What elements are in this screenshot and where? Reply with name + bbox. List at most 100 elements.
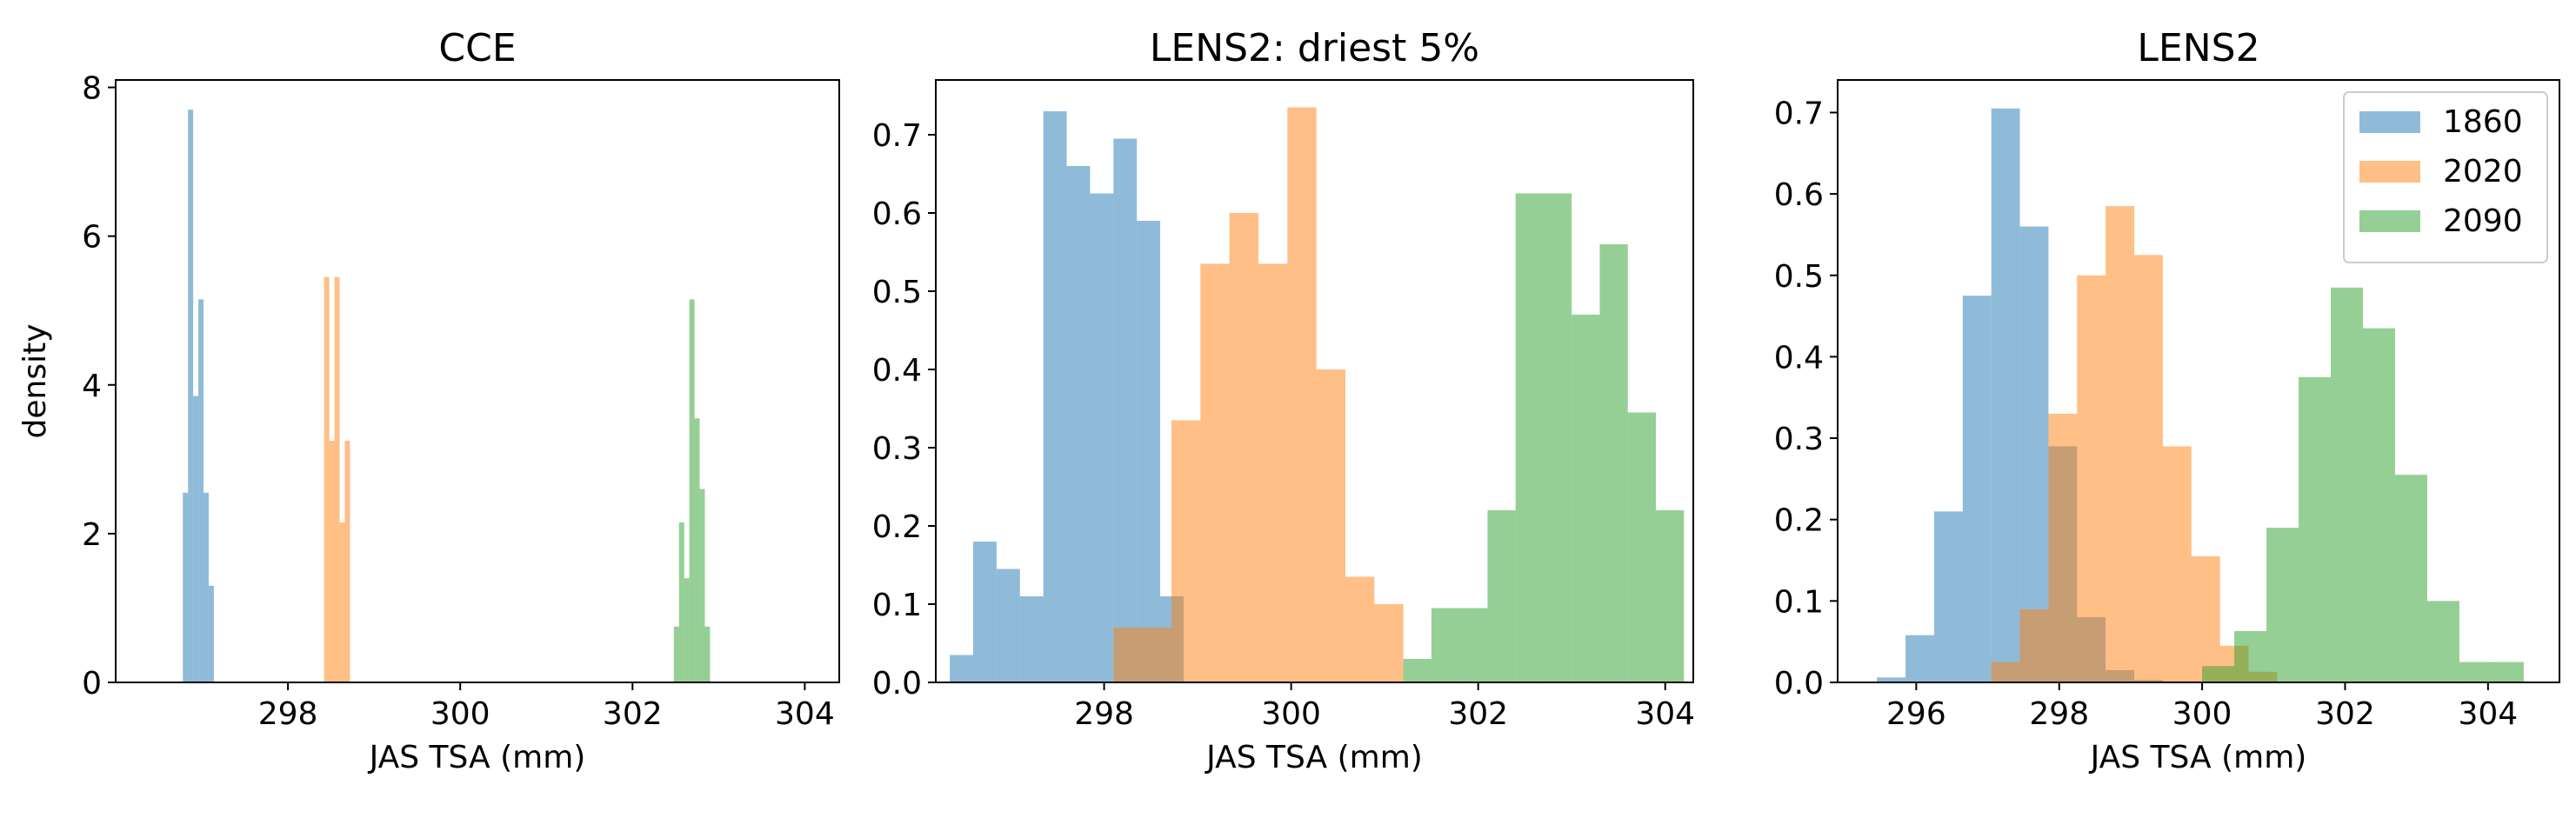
histogram-bar <box>1572 315 1600 682</box>
histogram-bar <box>973 542 997 682</box>
x-tick-label: 302 <box>1448 696 1508 732</box>
series-2 <box>1403 193 1685 682</box>
panel-lens2-driest: 298 300 302 304 0.0 0.1 0.2 0.3 0.4 0.5 0.6 0.7 LE… <box>872 26 1695 775</box>
legend-label-2090: 2090 <box>2443 203 2523 239</box>
histogram-bar <box>1877 677 1906 682</box>
histogram-bar <box>1171 420 1201 682</box>
y-tick-label: 0.5 <box>872 275 922 310</box>
histogram-bar <box>2266 528 2299 682</box>
histogram-bar <box>684 578 690 682</box>
histogram-bar <box>1137 221 1161 682</box>
y-tick-label: 0.7 <box>1774 96 1824 131</box>
histogram-bar <box>2077 275 2106 682</box>
histogram-bar <box>689 299 695 682</box>
y-tick-label: 0 <box>82 666 102 702</box>
legend: 1860 2020 2090 <box>2343 91 2548 263</box>
histogram-bar <box>329 440 335 682</box>
series-1 <box>1113 107 1404 682</box>
histogram-bar <box>2299 376 2332 682</box>
histogram-bar <box>183 492 189 682</box>
histogram-bar <box>1905 635 1934 682</box>
y-tick-label: 6 <box>82 220 102 256</box>
bars <box>950 107 1685 682</box>
histogram-bar <box>1374 604 1404 682</box>
histogram-bar <box>339 522 345 682</box>
y-tick-label: 0.1 <box>872 588 922 623</box>
histogram-bar <box>1066 166 1091 682</box>
series-2 <box>673 299 711 682</box>
series-2020 <box>1991 206 2278 683</box>
histogram-bar <box>1655 510 1685 682</box>
legend-swatch-2020 <box>2359 161 2420 183</box>
histogram-bar <box>1599 244 1628 682</box>
y-tick-label: 0.4 <box>872 353 922 389</box>
histogram-bar <box>208 585 214 682</box>
series-1 <box>324 276 350 682</box>
y-ticks: 0.0 0.1 0.2 0.3 0.4 0.5 0.6 0.7 <box>872 118 936 702</box>
histogram-bar <box>1316 369 1345 682</box>
histogram-bar <box>2106 206 2135 683</box>
legend-swatch-1860 <box>2359 111 2420 133</box>
y-tick-label: 0.4 <box>1774 340 1824 376</box>
y-tick-label: 0.6 <box>872 196 922 232</box>
panel-title: CCE <box>438 26 516 70</box>
x-tick-label: 304 <box>1635 696 1695 732</box>
histogram-bar <box>673 626 679 682</box>
histogram-bar <box>1113 138 1138 682</box>
legend-swatch-2090 <box>2359 210 2420 232</box>
histogram-bar <box>193 396 199 682</box>
histogram-bar <box>198 299 204 682</box>
series-0 <box>950 111 1184 682</box>
histogram-bar <box>1113 628 1143 682</box>
histogram-bar <box>2162 446 2192 682</box>
panel-cce: 298 300 302 304 0 2 4 6 8 CCE JAS TSA (mm) dens… <box>17 26 840 775</box>
histogram-bar <box>1991 662 2020 682</box>
histogram-bar <box>1043 111 1067 682</box>
histogram-bar <box>204 492 209 682</box>
y-tick-label: 0.0 <box>1774 666 1824 702</box>
x-ticks: 296 298 300 302 304 <box>1886 682 2518 732</box>
histogram-bar <box>188 110 194 682</box>
y-axis-label: density <box>17 324 53 439</box>
histogram-bar <box>1459 608 1488 682</box>
y-tick-label: 0.0 <box>872 666 922 702</box>
y-tick-label: 2 <box>82 517 102 553</box>
x-ticks: 298 300 302 304 <box>1074 682 1695 732</box>
histogram-bar <box>678 522 684 682</box>
histogram-bar <box>1142 628 1171 682</box>
histogram-bar <box>2048 413 2078 682</box>
axes-frame <box>935 79 1694 683</box>
histogram-bar <box>1487 510 1516 682</box>
x-tick-label: 298 <box>258 696 318 732</box>
histogram-bar <box>950 655 974 682</box>
x-tick-label: 300 <box>2172 696 2232 732</box>
y-tick-label: 8 <box>82 71 102 107</box>
panel-title: LENS2: driest 5% <box>1150 26 1479 70</box>
y-tick-label: 0.6 <box>1774 177 1824 213</box>
y-ticks: 0 2 4 6 8 <box>82 71 116 702</box>
x-tick-label: 298 <box>2029 696 2089 732</box>
histogram-bar <box>1627 412 1656 682</box>
y-tick-label: 0.3 <box>1774 422 1824 457</box>
histogram-bar <box>1543 193 1572 682</box>
axes-frame <box>1837 79 2560 683</box>
histogram-bar <box>996 569 1020 682</box>
histogram-bar <box>1403 659 1431 682</box>
legend-label-2020: 2020 <box>2443 154 2523 190</box>
x-ticks: 298 300 302 304 <box>258 682 835 732</box>
histogram-bar <box>1515 193 1544 682</box>
x-tick-label: 296 <box>1886 696 1946 732</box>
histogram-bar <box>2019 226 2049 682</box>
histogram-bar <box>324 276 330 682</box>
histogram-bar <box>1933 511 1963 682</box>
histogram-bar <box>1200 263 1230 682</box>
x-axis-label: JAS TSA (mm) <box>2089 740 2307 775</box>
histogram-bar <box>2134 255 2163 682</box>
histogram-bar <box>704 626 711 682</box>
x-tick-label: 304 <box>775 696 835 732</box>
y-ticks: 0.0 0.1 0.2 0.3 0.4 0.5 0.6 0.7 <box>1774 96 1838 702</box>
bars <box>1877 108 2524 683</box>
panel-lens2: 296 298 300 302 304 0.0 0.1 0.2 0.3 0.4 0.5 0.6 0.7… <box>1774 26 2560 775</box>
bars <box>183 110 711 682</box>
